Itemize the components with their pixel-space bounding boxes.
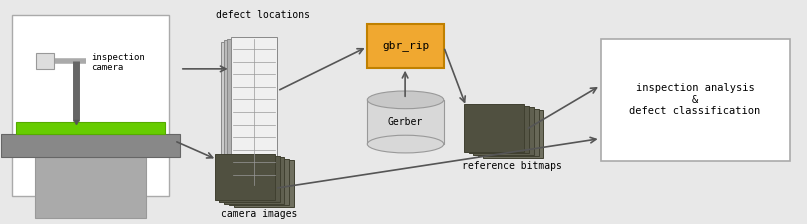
Bar bbox=[600, 39, 789, 161]
Bar bbox=[229, 159, 289, 205]
Bar bbox=[367, 24, 444, 68]
Bar bbox=[483, 110, 543, 158]
Bar bbox=[221, 42, 268, 192]
Bar bbox=[36, 157, 146, 218]
Text: defect locations: defect locations bbox=[215, 10, 310, 20]
Bar bbox=[234, 160, 294, 207]
Bar bbox=[16, 122, 165, 134]
Bar bbox=[220, 156, 280, 202]
Bar bbox=[474, 107, 533, 155]
Bar bbox=[2, 134, 180, 157]
Text: camera images: camera images bbox=[220, 209, 297, 219]
Bar bbox=[464, 104, 524, 152]
Bar bbox=[224, 40, 271, 191]
Bar bbox=[479, 109, 538, 157]
Bar bbox=[12, 15, 169, 196]
Text: inspection analysis
&
defect classification: inspection analysis & defect classificat… bbox=[629, 83, 761, 116]
Text: reference bitmaps: reference bitmaps bbox=[462, 161, 562, 171]
Bar bbox=[228, 39, 274, 189]
Bar bbox=[469, 106, 529, 153]
Text: gbr_rip: gbr_rip bbox=[382, 40, 429, 51]
Ellipse shape bbox=[367, 91, 444, 109]
Bar bbox=[231, 37, 278, 187]
Text: Gerber: Gerber bbox=[388, 117, 423, 127]
Text: inspection
camera: inspection camera bbox=[91, 52, 145, 72]
Ellipse shape bbox=[367, 135, 444, 153]
Bar bbox=[36, 53, 53, 69]
Bar bbox=[215, 154, 275, 200]
Bar bbox=[367, 100, 444, 144]
Bar bbox=[224, 157, 285, 204]
